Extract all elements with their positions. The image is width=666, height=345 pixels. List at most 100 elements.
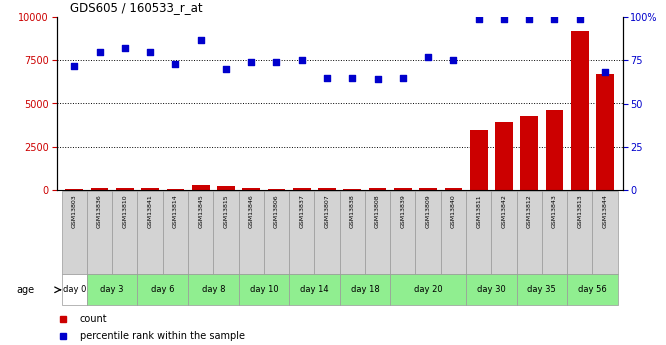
- Text: GSM13841: GSM13841: [148, 194, 153, 228]
- Bar: [62, 274, 87, 305]
- Text: day 10: day 10: [250, 285, 278, 294]
- Bar: [62, 191, 87, 274]
- Bar: [163, 191, 188, 274]
- Point: [322, 75, 332, 80]
- Bar: [293, 188, 310, 190]
- Point: [195, 37, 206, 42]
- Bar: [416, 191, 441, 274]
- Bar: [340, 274, 390, 305]
- Text: GSM13837: GSM13837: [299, 194, 304, 228]
- Bar: [264, 191, 289, 274]
- Text: GSM13842: GSM13842: [501, 194, 506, 228]
- Text: GSM13815: GSM13815: [223, 194, 228, 228]
- Text: count: count: [80, 314, 107, 324]
- Bar: [369, 188, 386, 190]
- Text: day 8: day 8: [202, 285, 225, 294]
- Text: GSM13839: GSM13839: [400, 194, 406, 228]
- Bar: [65, 189, 83, 190]
- Bar: [314, 191, 340, 274]
- Bar: [390, 274, 466, 305]
- Point: [398, 75, 408, 80]
- Bar: [166, 189, 184, 190]
- Bar: [495, 122, 513, 190]
- Point: [448, 58, 459, 63]
- Bar: [441, 191, 466, 274]
- Point: [423, 54, 434, 60]
- Text: day 30: day 30: [477, 285, 505, 294]
- Bar: [492, 191, 517, 274]
- Bar: [112, 191, 137, 274]
- Text: day 6: day 6: [151, 285, 174, 294]
- Point: [119, 46, 130, 51]
- Bar: [466, 191, 492, 274]
- Text: GSM13844: GSM13844: [603, 194, 607, 228]
- Text: GDS605 / 160533_r_at: GDS605 / 160533_r_at: [70, 1, 202, 14]
- Bar: [192, 185, 210, 190]
- Point: [499, 16, 509, 22]
- Bar: [545, 110, 563, 190]
- Bar: [340, 191, 365, 274]
- Text: day 3: day 3: [101, 285, 124, 294]
- Text: GSM13838: GSM13838: [350, 194, 355, 228]
- Point: [145, 49, 155, 55]
- Bar: [344, 189, 361, 190]
- Bar: [444, 188, 462, 190]
- Text: day 56: day 56: [578, 285, 607, 294]
- Bar: [87, 191, 112, 274]
- Text: GSM13803: GSM13803: [72, 194, 77, 228]
- Bar: [571, 31, 589, 190]
- Point: [599, 70, 610, 75]
- Bar: [289, 274, 340, 305]
- Bar: [188, 191, 213, 274]
- Text: GSM13840: GSM13840: [451, 194, 456, 228]
- Bar: [213, 191, 238, 274]
- Bar: [217, 186, 235, 190]
- Text: GSM13812: GSM13812: [527, 194, 531, 228]
- Text: day 20: day 20: [414, 285, 442, 294]
- Text: GSM13813: GSM13813: [577, 194, 582, 228]
- Bar: [470, 130, 488, 190]
- Text: day 18: day 18: [350, 285, 380, 294]
- Point: [524, 16, 535, 22]
- Bar: [567, 274, 617, 305]
- Text: GSM13814: GSM13814: [173, 194, 178, 228]
- Bar: [91, 188, 109, 190]
- Bar: [188, 274, 238, 305]
- Text: GSM13811: GSM13811: [476, 194, 481, 228]
- Text: GSM13845: GSM13845: [198, 194, 203, 228]
- Text: GSM13807: GSM13807: [324, 194, 330, 228]
- Bar: [318, 188, 336, 190]
- Bar: [390, 191, 416, 274]
- Bar: [394, 188, 412, 190]
- Bar: [137, 191, 163, 274]
- Text: GSM13836: GSM13836: [97, 194, 102, 228]
- Bar: [520, 116, 538, 190]
- Point: [170, 61, 180, 67]
- Bar: [596, 74, 614, 190]
- Bar: [567, 191, 592, 274]
- Bar: [137, 274, 188, 305]
- Text: percentile rank within the sample: percentile rank within the sample: [80, 332, 245, 341]
- Bar: [466, 274, 517, 305]
- Point: [246, 59, 256, 65]
- Text: age: age: [17, 285, 35, 295]
- Bar: [87, 274, 137, 305]
- Point: [69, 63, 80, 68]
- Bar: [289, 191, 314, 274]
- Text: GSM13808: GSM13808: [375, 194, 380, 228]
- Bar: [268, 189, 285, 190]
- Text: day 0: day 0: [63, 285, 86, 294]
- Bar: [141, 188, 159, 190]
- Point: [95, 49, 105, 55]
- Text: day 35: day 35: [527, 285, 556, 294]
- Bar: [517, 274, 567, 305]
- Point: [220, 66, 231, 72]
- Point: [549, 16, 560, 22]
- Point: [372, 77, 383, 82]
- Text: day 14: day 14: [300, 285, 329, 294]
- Point: [347, 75, 358, 80]
- Bar: [517, 191, 542, 274]
- Text: GSM13809: GSM13809: [426, 194, 431, 228]
- Point: [574, 16, 585, 22]
- Point: [271, 59, 282, 65]
